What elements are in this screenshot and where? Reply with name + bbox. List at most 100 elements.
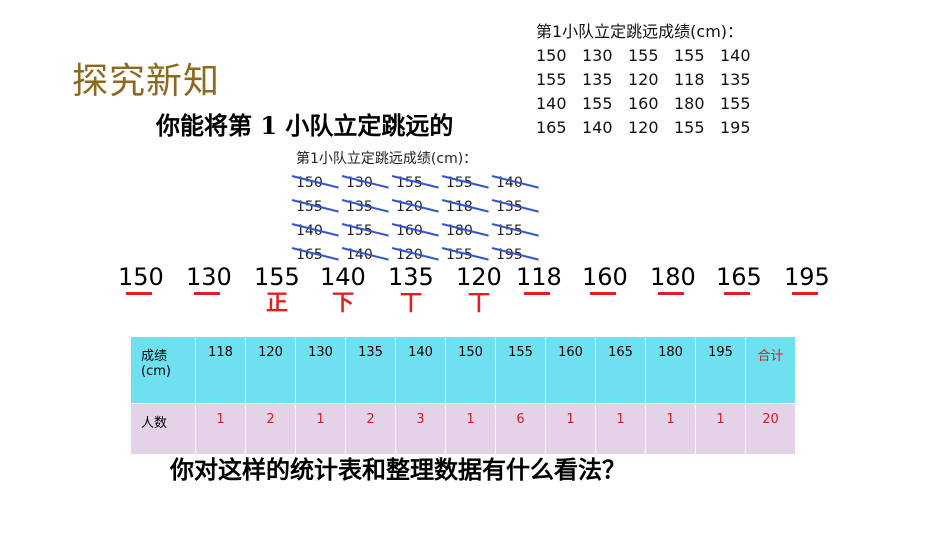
- table-header-cell: 140: [395, 336, 446, 404]
- score-cell: 195: [720, 118, 751, 137]
- score-cell: 150: [536, 46, 567, 65]
- table-count-cell: 6: [495, 403, 546, 455]
- tally-mark: [524, 292, 550, 295]
- value-row: 150 130 155 正 140 下 135 丅 120 丅 118 160 180 165 195: [0, 263, 950, 316]
- crossed-cell: 120: [396, 195, 446, 219]
- tally-mark: [194, 292, 220, 295]
- value-item: 180: [650, 263, 696, 291]
- prompt-text: 你能将第 1 小队立定跳远的: [156, 111, 454, 140]
- table-count-cell: 3: [395, 403, 446, 455]
- table-count-cell: 1: [695, 403, 746, 455]
- crossed-cell: 155: [446, 243, 496, 267]
- score-cell: 135: [582, 70, 613, 89]
- table-header-row: 成绩(cm) 118 120 130 135 140 150 155 160 165 180 195…: [130, 336, 796, 404]
- table-header-cell: 165: [595, 336, 646, 404]
- value-item: 135: [388, 263, 434, 291]
- crossed-row: 165 140 120 155 195: [296, 243, 546, 267]
- tally-mark: [792, 292, 818, 295]
- table-count-cell: 1: [645, 403, 696, 455]
- table-header-cell: 180: [645, 336, 696, 404]
- tally-mark: [658, 292, 684, 295]
- score-cell: 140: [536, 94, 567, 113]
- crossed-cell: 130: [346, 171, 396, 195]
- table-header-cell: 160: [545, 336, 596, 404]
- table-header-cell: 130: [295, 336, 346, 404]
- table-header-cell: 150: [445, 336, 496, 404]
- crossed-score-block: 第1小队立定跳远成绩(cm)： 150 130 155 155 140 155 135 120…: [296, 147, 546, 267]
- table-header-cell: 195: [695, 336, 746, 404]
- score-data-title: 第1小队立定跳远成绩(cm)：: [536, 22, 744, 41]
- table-count-cell: 2: [345, 403, 396, 455]
- table-header-cell: 135: [345, 336, 396, 404]
- crossed-cell: 155: [446, 171, 496, 195]
- table-count-cell: 1: [445, 403, 496, 455]
- score-cell: 118: [674, 70, 705, 89]
- score-cell: 155: [720, 94, 751, 113]
- value-item: 130: [186, 263, 232, 291]
- score-cell: 140: [582, 118, 613, 137]
- crossed-cell: 195: [496, 243, 546, 267]
- table-header-cell: 118: [195, 336, 246, 404]
- crossed-cell: 160: [396, 219, 446, 243]
- score-cell: 165: [536, 118, 567, 137]
- score-row: 140 155 160 180 155: [536, 92, 766, 116]
- tally-mark: 丅: [468, 291, 491, 316]
- crossed-cell: 155: [296, 195, 346, 219]
- score-cell: 120: [628, 118, 659, 137]
- crossed-cell: 140: [346, 243, 396, 267]
- value-item: 150: [118, 263, 164, 291]
- crossed-cell: 150: [296, 171, 346, 195]
- tally-mark: 丅: [400, 291, 423, 316]
- crossed-row: 155 135 120 118 135: [296, 195, 546, 219]
- crossed-cell: 180: [446, 219, 496, 243]
- table-count-cell: 2: [245, 403, 296, 455]
- crossed-score-rows: 150 130 155 155 140 155 135 120 118 135 140 155 160 1…: [296, 171, 546, 267]
- score-cell: 120: [628, 70, 659, 89]
- crossed-cell: 140: [296, 219, 346, 243]
- crossed-cell: 155: [346, 219, 396, 243]
- crossed-cell: 155: [396, 171, 446, 195]
- score-data-rows: 150 130 155 155 140 155 135 120 118 135 140 155 160 1…: [536, 44, 766, 140]
- value-item: 118: [516, 263, 562, 291]
- tally-mark: 正: [266, 291, 289, 316]
- table-total-value: 20: [745, 403, 796, 455]
- score-row: 150 130 155 155 140: [536, 44, 766, 68]
- crossed-score-title: 第1小队立定跳远成绩(cm)：: [296, 151, 478, 167]
- table-count-cell: 1: [545, 403, 596, 455]
- crossed-row: 150 130 155 155 140: [296, 171, 546, 195]
- tally-mark: [724, 292, 750, 295]
- table-count-cell: 1: [195, 403, 246, 455]
- table-row1-label: 成绩(cm): [130, 336, 196, 404]
- table-count-cell: 1: [595, 403, 646, 455]
- tally-mark: [590, 292, 616, 295]
- crossed-cell: 118: [446, 195, 496, 219]
- table-total-label: 合计: [745, 336, 796, 404]
- value-item: 160: [582, 263, 628, 291]
- question-text: 你对这样的统计表和整理数据有什么看法？: [170, 455, 626, 484]
- table-header-cell: 120: [245, 336, 296, 404]
- score-row: 155 135 120 118 135: [536, 68, 766, 92]
- score-cell: 180: [674, 94, 705, 113]
- score-cell: 155: [582, 94, 613, 113]
- crossed-cell: 155: [496, 219, 546, 243]
- tally-mark: [126, 292, 152, 295]
- score-row: 165 140 120 155 195: [536, 116, 766, 140]
- tally-mark: 下: [332, 291, 355, 316]
- score-data-block: 第1小队立定跳远成绩(cm)： 150 130 155 155 140 155 135 120…: [536, 20, 766, 140]
- score-cell: 155: [536, 70, 567, 89]
- score-cell: 135: [720, 70, 751, 89]
- crossed-cell: 165: [296, 243, 346, 267]
- score-cell: 160: [628, 94, 659, 113]
- score-cell: 130: [582, 46, 613, 65]
- crossed-row: 140 155 160 180 155: [296, 219, 546, 243]
- crossed-cell: 135: [496, 195, 546, 219]
- score-cell: 140: [720, 46, 751, 65]
- value-item: 165: [716, 263, 762, 291]
- frequency-table: 成绩(cm) 118 120 130 135 140 150 155 160 165 180 195…: [130, 336, 796, 455]
- score-cell: 155: [674, 46, 705, 65]
- table-count-row: 人数 1 2 1 2 3 1 6 1 1 1 1 20: [130, 403, 796, 455]
- value-item: 195: [784, 263, 830, 291]
- crossed-cell: 120: [396, 243, 446, 267]
- value-item: 155: [254, 263, 300, 291]
- section-title: 探究新知: [72, 61, 221, 102]
